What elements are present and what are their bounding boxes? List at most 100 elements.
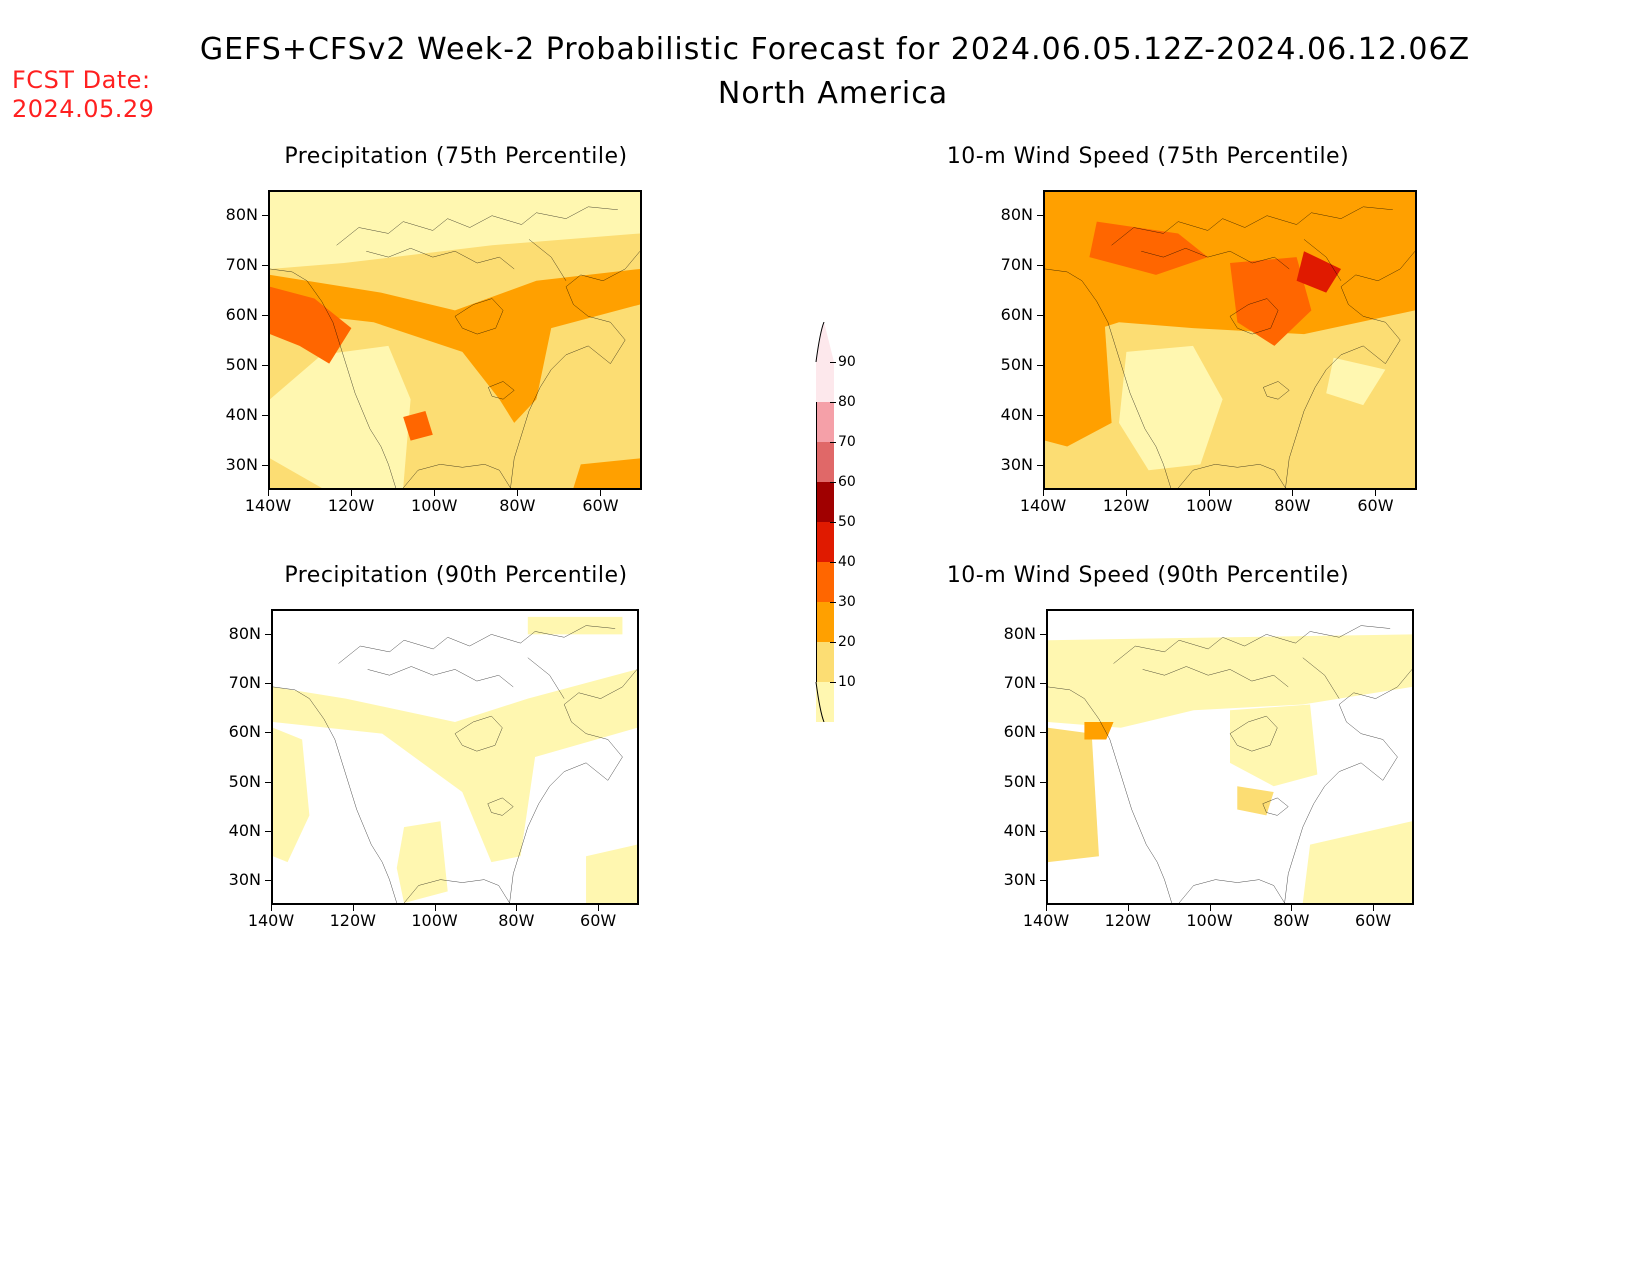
spot-fill-50 <box>1296 251 1341 293</box>
forecast-date-label: FCST Date: <box>12 66 151 94</box>
band-fill-30 <box>270 268 640 423</box>
arctic-archipelago-outline <box>1114 626 1391 664</box>
arctic-archipelago-outline <box>1112 207 1393 245</box>
west-fill-20 <box>1048 727 1099 863</box>
lat-tick <box>1040 880 1046 882</box>
west-coastline <box>273 687 397 903</box>
hudson-bay-outline <box>455 716 502 751</box>
west-fill-10 <box>273 727 310 863</box>
lat-label: 40N <box>228 821 261 840</box>
lat-tick <box>1037 215 1043 216</box>
lat-label: 60N <box>225 305 258 324</box>
lat-tick <box>1040 633 1046 635</box>
lat-label: 30N <box>1003 870 1036 890</box>
lon-label: 120W <box>327 496 375 515</box>
west-coastline <box>1048 687 1172 903</box>
colorbar-swatch <box>816 602 834 642</box>
colorbar-label: 90 <box>838 354 856 370</box>
lat-tick <box>262 215 268 216</box>
lon-tick <box>516 905 518 911</box>
lat-label: 30N <box>225 455 258 474</box>
lon-label: 140W <box>247 911 295 930</box>
lon-tick <box>352 905 354 911</box>
gulf-coastline <box>403 464 510 488</box>
hudson-bay-outline <box>1230 299 1278 335</box>
lon-label: 120W <box>329 911 376 930</box>
lat-label: 70N <box>1003 673 1036 692</box>
lon-label: 80W <box>1274 496 1311 515</box>
lat-label: 30N <box>228 870 261 890</box>
arctic-fill-10 <box>270 192 640 269</box>
lon-tick <box>517 490 519 496</box>
colorbar-tick <box>830 642 836 643</box>
lon-label: 60W <box>1357 496 1394 515</box>
spot-fill-30 <box>1084 721 1114 740</box>
lat-tick <box>262 265 268 266</box>
lon-tick <box>1127 905 1129 911</box>
lat-label: 70N <box>225 255 258 274</box>
lon-label: 100W <box>411 496 458 515</box>
lat-label: 50N <box>228 771 261 791</box>
east-coastline <box>1286 251 1416 488</box>
east-coastline <box>1285 669 1412 903</box>
east-fill-10 <box>1326 357 1386 406</box>
arctic-coastline <box>366 248 514 269</box>
lon-tick <box>1126 490 1128 496</box>
lat-tick <box>1040 732 1046 734</box>
se-fill-10 <box>586 844 637 903</box>
center-fill-10 <box>1230 704 1318 787</box>
colorbar-tick <box>830 682 836 683</box>
lat-label: 60N <box>1000 305 1033 324</box>
colorbar-tick <box>830 442 836 443</box>
west-fill-30 <box>1045 310 1112 447</box>
colorbar-top-cap <box>815 322 834 362</box>
lat-tick <box>262 315 268 316</box>
lon-tick <box>1046 905 1047 911</box>
colorbar-label: 50 <box>838 514 856 530</box>
baffin-outline <box>1304 239 1341 280</box>
lat-tick <box>265 633 271 635</box>
lat-label: 40N <box>1003 821 1036 840</box>
lon-tick <box>1209 905 1211 911</box>
lon-label: 120W <box>1102 496 1150 515</box>
lon-tick <box>598 905 600 911</box>
hudson-bay-outline <box>1230 716 1277 751</box>
colorbar-outline <box>816 402 835 682</box>
lon-label: 80W <box>498 911 535 930</box>
lat-tick <box>1037 415 1043 416</box>
lon-tick <box>1373 905 1375 911</box>
colorbar-swatch <box>816 522 834 562</box>
colorbar-swatch <box>816 362 834 402</box>
west-coastline <box>270 269 396 488</box>
lon-label: 140W <box>244 496 292 515</box>
spot-fill-40 <box>403 411 433 441</box>
colorbar-tick <box>830 402 836 403</box>
lat-tick <box>262 465 268 466</box>
lat-label: 40N <box>225 405 258 424</box>
lon-tick <box>434 905 436 911</box>
colorbar-bottom-cap <box>815 682 825 722</box>
colorbar-tick <box>830 522 836 523</box>
lon-label: 100W <box>1186 911 1233 930</box>
colorbar-label: 10 <box>838 674 856 690</box>
great-lakes-outline <box>488 798 513 816</box>
main-title: GEFS+CFSv2 Week-2 Probabilistic Forecast… <box>199 32 1471 67</box>
east-coastline <box>510 669 637 903</box>
lat-tick <box>262 365 268 366</box>
region-subtitle: North America <box>717 76 949 111</box>
hudson-bay-outline <box>455 299 503 335</box>
lat-tick <box>265 732 271 734</box>
map-wind-90 <box>1046 609 1414 905</box>
lon-tick <box>271 905 272 911</box>
colorbar-label: 70 <box>838 434 856 450</box>
baffin-outline <box>529 239 566 280</box>
lat-tick <box>1037 365 1043 366</box>
panel-title-precip-75: Precipitation (75th Percentile) <box>284 144 628 169</box>
lon-tick <box>1375 490 1377 496</box>
map-precip-75 <box>268 190 642 490</box>
colorbar-tick <box>830 562 836 563</box>
map-precip-90 <box>271 609 639 905</box>
colorbar-tick <box>830 602 836 603</box>
colorbar-swatch <box>816 642 834 682</box>
arctic-coastline <box>1143 666 1289 686</box>
